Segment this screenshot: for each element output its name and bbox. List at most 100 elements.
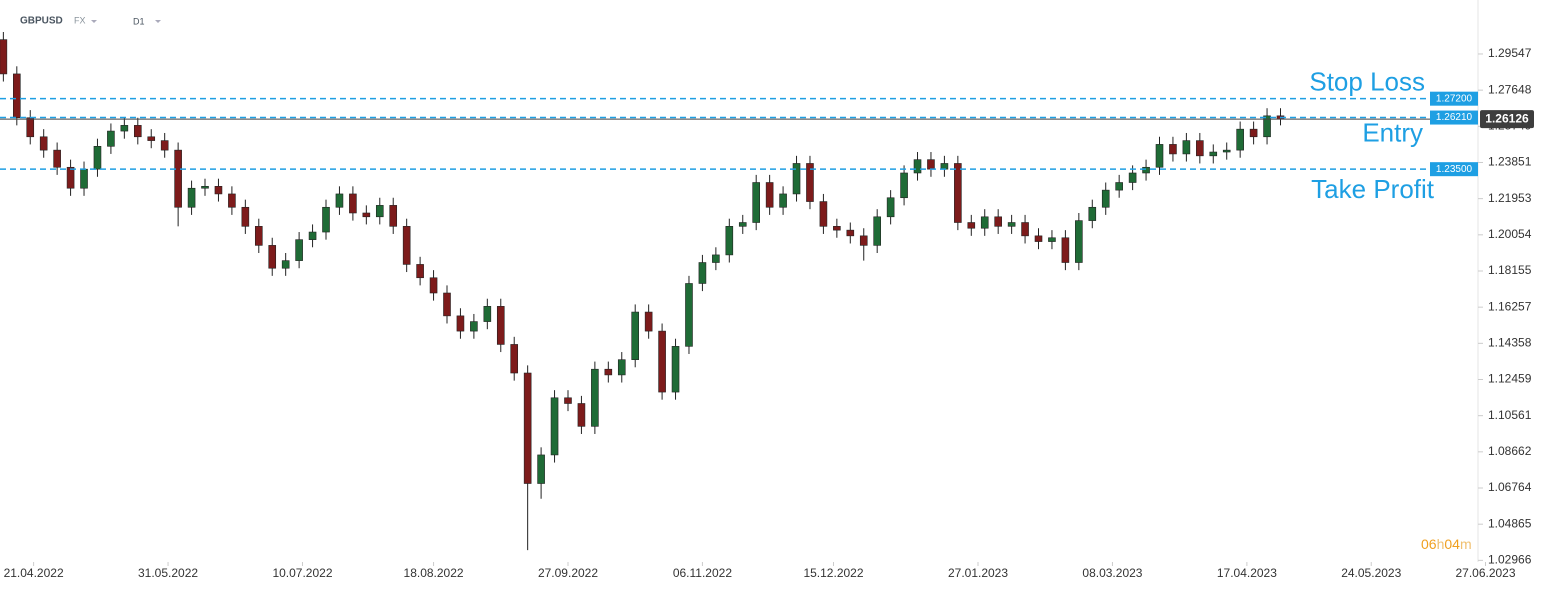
candle-body	[1196, 140, 1204, 157]
level-name: Stop Loss	[1309, 67, 1425, 97]
level-price: 1.27200	[1436, 93, 1473, 104]
candle-body	[322, 206, 330, 233]
candle-body	[120, 125, 129, 132]
candle-body	[241, 206, 250, 227]
candle-body	[873, 216, 881, 246]
candle-body	[389, 205, 398, 227]
candle-body	[66, 166, 75, 189]
market: FX	[74, 15, 86, 25]
x-tick-label: 10.07.2022	[272, 566, 332, 580]
y-tick-label: 1.02966	[1488, 553, 1532, 567]
y-tick-label: 1.14358	[1488, 336, 1532, 350]
y-tick-label: 1.27648	[1488, 82, 1532, 96]
market-dropdown[interactable]	[91, 20, 97, 23]
candle-body	[308, 231, 317, 240]
candle-body	[456, 315, 465, 332]
level-price: 1.23500	[1436, 164, 1473, 175]
level-box	[1430, 110, 1478, 125]
candle-body	[644, 311, 653, 332]
candle-body	[483, 306, 492, 322]
last-price-box	[1480, 110, 1534, 129]
x-tick-label: 31.05.2022	[138, 566, 198, 580]
timeframe[interactable]: D1	[133, 16, 145, 26]
x-tick-label: 27.06.2023	[1455, 566, 1515, 580]
candle-body	[967, 222, 976, 229]
candle-body	[617, 359, 626, 376]
candle-body	[1115, 182, 1123, 191]
candle-body	[107, 130, 115, 147]
y-tick-label: 1.23851	[1488, 155, 1532, 169]
x-tick-label: 27.01.2023	[948, 566, 1008, 580]
candle-body	[470, 321, 478, 332]
y-tick-label: 1.08662	[1488, 444, 1532, 458]
candle-body	[994, 216, 1002, 227]
candle-body	[228, 193, 236, 208]
candle-body	[93, 146, 102, 170]
candle-body	[886, 197, 895, 218]
candle-body	[671, 346, 680, 393]
candle-body	[940, 163, 949, 170]
y-tick-label: 1.10561	[1488, 408, 1532, 422]
y-tick-label: 1.16257	[1488, 299, 1532, 313]
candle-body	[402, 226, 411, 265]
candle-body	[26, 117, 35, 138]
candle-body	[631, 311, 640, 360]
candle-body	[537, 454, 545, 484]
candle-body	[281, 260, 290, 269]
y-tick-label: 1.21953	[1488, 191, 1532, 205]
candle-body	[0, 39, 8, 75]
x-tick-label: 06.11.2022	[673, 566, 732, 580]
timer-h: h	[1437, 536, 1445, 552]
y-tick-label: 1.29547	[1488, 46, 1532, 60]
candle-body	[1249, 128, 1258, 138]
symbol[interactable]: GBPUSD	[20, 16, 63, 27]
candle-body	[174, 149, 182, 208]
candle-body	[53, 149, 61, 168]
candle-body	[1182, 140, 1191, 155]
candle-body	[846, 229, 855, 237]
candle-body	[1034, 235, 1043, 242]
timer-minutes: 04	[1444, 536, 1460, 552]
candle-body	[187, 187, 196, 208]
candle-body	[443, 292, 451, 317]
candle-body	[927, 159, 935, 170]
x-tick-label: 17.04.2023	[1217, 566, 1277, 580]
candle-body	[604, 368, 613, 376]
candle-body	[510, 344, 519, 374]
candle-body	[1142, 166, 1150, 174]
candle-body	[13, 73, 21, 119]
level-name: Entry	[1362, 117, 1423, 147]
last-price-label: 1.26126	[1485, 111, 1529, 125]
y-tick-label: 1.20054	[1488, 227, 1532, 241]
candle-body	[1021, 222, 1029, 237]
candle-body	[1061, 237, 1070, 263]
candle-body	[1101, 189, 1110, 208]
candle-body	[201, 186, 209, 189]
timer-hours: 06	[1421, 536, 1437, 552]
candle-body	[765, 182, 774, 208]
x-tick-label: 27.09.2022	[538, 566, 598, 580]
level-box	[1430, 91, 1478, 106]
candle-body	[1155, 144, 1164, 168]
candle-body	[133, 125, 142, 138]
candle-body	[806, 163, 814, 202]
x-tick-label: 08.03.2023	[1082, 566, 1142, 580]
candle-body	[954, 163, 962, 223]
candle-body	[1007, 222, 1016, 227]
candle-body	[900, 172, 908, 199]
candle-body	[1048, 237, 1056, 242]
candle-body	[698, 262, 707, 284]
candle-body	[738, 222, 747, 227]
level-box	[1430, 162, 1478, 177]
candle-body	[1075, 220, 1083, 263]
y-tick-label: 1.04865	[1488, 516, 1532, 530]
candle-body	[523, 372, 532, 484]
candle-body	[564, 397, 572, 404]
y-tick-label: 1.18155	[1488, 263, 1532, 277]
candle-body	[268, 245, 277, 269]
candle-body	[160, 140, 169, 151]
timeframe-dropdown[interactable]	[155, 20, 161, 23]
candle-body	[349, 193, 357, 214]
candle-body	[1236, 128, 1244, 151]
